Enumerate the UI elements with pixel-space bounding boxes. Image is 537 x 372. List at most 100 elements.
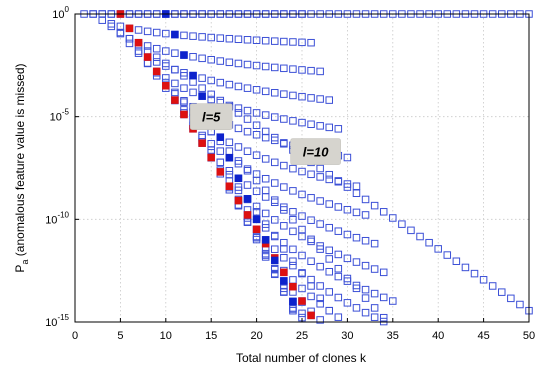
- background-point: [189, 53, 197, 61]
- background-point: [516, 300, 524, 309]
- background-point: [370, 304, 379, 312]
- background-point: [261, 133, 270, 142]
- background-point: [225, 34, 234, 43]
- background-point: [225, 167, 234, 175]
- background-point: [271, 136, 279, 145]
- x-tick-label: 40: [432, 330, 444, 342]
- background-point: [207, 55, 215, 64]
- background-point: [298, 284, 306, 293]
- background-point: [225, 58, 234, 67]
- background-point: [261, 36, 270, 45]
- background-point: [171, 90, 179, 98]
- background-point: [234, 159, 243, 168]
- x-tick-label: 5: [117, 330, 123, 342]
- x-tick-label: 45: [477, 330, 489, 342]
- background-point: [216, 147, 225, 155]
- background-point: [470, 269, 479, 278]
- background-point: [162, 29, 170, 38]
- background-point: [398, 220, 406, 228]
- background-point: [298, 212, 306, 220]
- background-point: [198, 84, 206, 92]
- background-point: [189, 88, 197, 97]
- x-tick-labels: 0 5 10 15 20 25 30 35 40 45 50: [72, 330, 535, 342]
- background-point: [243, 167, 252, 175]
- annotation-label: l=10: [303, 145, 329, 160]
- x-tick-label: 0: [72, 330, 78, 342]
- background-point: [343, 254, 352, 263]
- series-point-l=5: [207, 153, 215, 162]
- background-point: [234, 109, 243, 117]
- background-point: [461, 263, 470, 272]
- background-point: [343, 277, 352, 285]
- background-point: [307, 275, 315, 284]
- background-point: [180, 69, 188, 77]
- background-point: [271, 179, 279, 187]
- background-point: [271, 264, 279, 273]
- background-point: [143, 42, 152, 50]
- x-axis-label: Total number of clones k: [236, 351, 367, 365]
- x-tick-label: 25: [296, 330, 308, 342]
- background-point: [225, 80, 234, 89]
- background-point: [334, 313, 343, 321]
- background-point: [243, 181, 252, 189]
- series-point-l=10: [216, 133, 225, 141]
- background-point: [134, 26, 143, 34]
- background-point: [479, 276, 488, 284]
- background-point: [325, 223, 333, 232]
- background-point: [361, 236, 370, 245]
- background-point: [216, 57, 225, 65]
- background-point: [243, 147, 252, 155]
- background-point: [352, 304, 361, 312]
- background-point: [271, 63, 279, 72]
- background-point: [298, 167, 306, 176]
- background-point: [152, 53, 161, 62]
- y-axis-label-rest: (anomalous feature value is missed): [13, 63, 27, 259]
- background-point: [189, 32, 197, 40]
- background-point: [234, 124, 243, 133]
- background-point: [370, 289, 379, 298]
- background-point: [198, 54, 206, 63]
- background-point: [379, 313, 388, 322]
- background-point: [352, 281, 361, 290]
- series-point-l=5: [298, 297, 306, 305]
- y-tick-label: 10-10: [45, 210, 69, 226]
- background-point: [243, 84, 252, 92]
- background-point: [207, 95, 215, 104]
- background-point: [252, 208, 261, 216]
- background-point: [271, 133, 279, 142]
- series-point-l=5: [216, 168, 225, 176]
- background-point: [298, 190, 306, 199]
- background-point: [261, 193, 270, 201]
- background-point: [325, 306, 333, 315]
- background-point: [307, 194, 315, 202]
- background-point: [289, 164, 297, 173]
- series-point-l=5: [243, 211, 252, 219]
- background-point: [352, 182, 361, 190]
- background-point: [334, 264, 343, 273]
- background-point: [261, 186, 270, 195]
- x-tick-label: 10: [160, 330, 172, 342]
- background-point: [261, 111, 270, 119]
- background-point: [271, 269, 279, 278]
- background-point: [370, 265, 379, 273]
- background-point: [289, 276, 297, 284]
- background-point: [325, 170, 333, 179]
- background-point: [143, 59, 152, 68]
- background-point: [116, 29, 125, 38]
- background-point: [243, 165, 252, 173]
- y-axis-label: Pa (anomalous feature value is missed): [13, 63, 30, 272]
- background-point: [298, 118, 306, 127]
- background-point: [225, 138, 234, 147]
- background-point: [325, 123, 333, 132]
- series-point-l=10: [180, 51, 188, 59]
- background-point: [280, 203, 288, 211]
- series-point-l=5: [152, 67, 161, 76]
- background-point: [198, 74, 206, 82]
- background-point: [234, 82, 243, 91]
- background-point: [243, 218, 252, 226]
- annotations: l=5 l=10: [189, 103, 341, 165]
- background-point: [361, 211, 370, 219]
- background-point: [271, 216, 279, 224]
- background-point: [361, 285, 370, 294]
